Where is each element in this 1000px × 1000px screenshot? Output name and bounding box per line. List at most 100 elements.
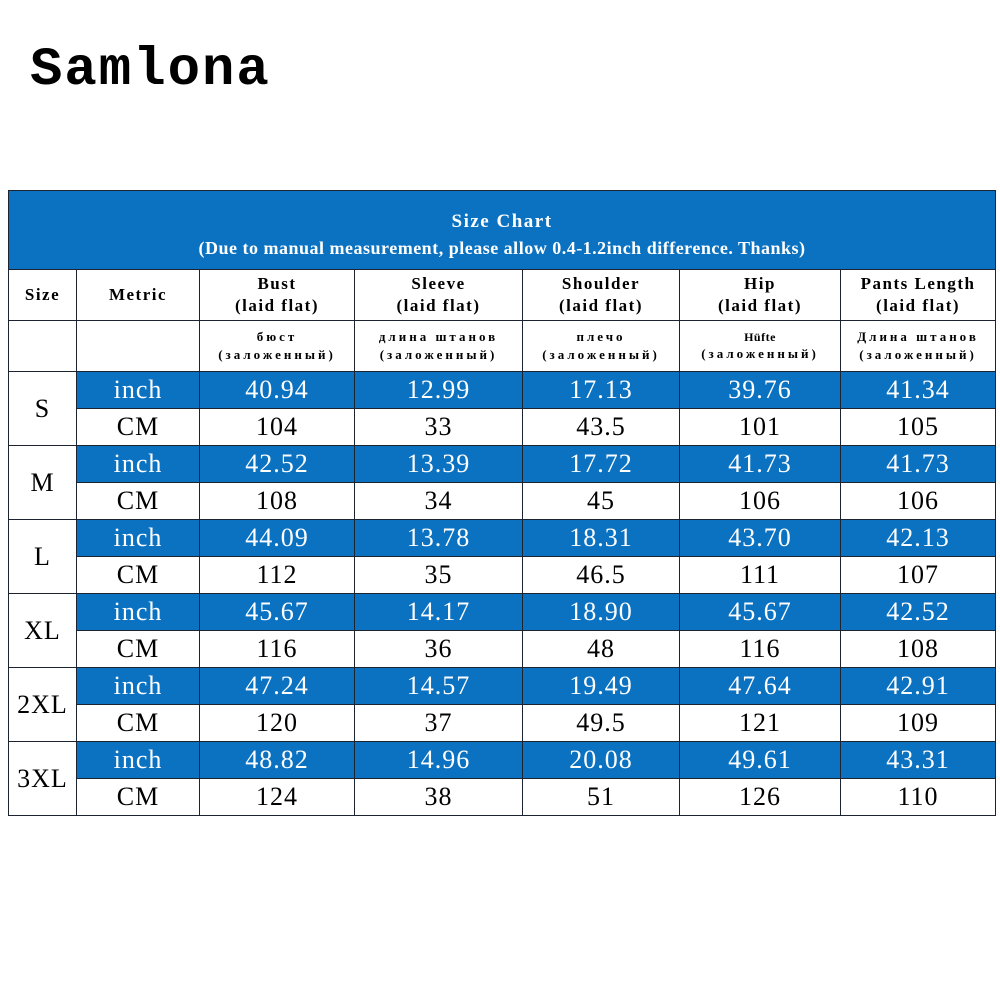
table-cell: 116 <box>679 630 841 668</box>
table-cell: 108 <box>199 482 355 520</box>
table-cell: 12.99 <box>354 371 523 409</box>
size-label: M <box>8 445 77 520</box>
col-header-metric: Metric <box>76 269 200 321</box>
table-cell: 37 <box>354 704 523 742</box>
col-title: Shoulder <box>561 273 641 293</box>
row-2xl-inch: 2XL inch 47.24 14.57 19.49 47.64 42.91 <box>8 667 997 742</box>
translation-size-empty <box>8 320 77 372</box>
size-label: XL <box>8 593 77 668</box>
table-cell: 42.91 <box>839 667 997 705</box>
table-cell: 49.5 <box>522 704 680 742</box>
col-header-pants-length: Pants Length (laid flat) <box>839 269 997 321</box>
unit-label: CM <box>76 778 200 816</box>
table-cell: 20.08 <box>522 741 680 779</box>
col-header-sleeve: Sleeve (laid flat) <box>354 269 523 321</box>
table-cell: 107 <box>839 556 997 594</box>
table-cell: 51 <box>522 778 680 816</box>
row-xl-cm: CM 116 36 48 116 108 <box>9 630 997 668</box>
size-label: L <box>8 519 77 594</box>
ru-line2: (заложенный) <box>379 347 498 362</box>
unit-label: inch <box>76 519 200 557</box>
table-cell: 14.96 <box>354 741 523 779</box>
table-cell: 47.24 <box>199 667 355 705</box>
table-cell: 105 <box>839 408 997 446</box>
table-cell: 38 <box>354 778 523 816</box>
banner-title: Size Chart <box>451 211 553 232</box>
table-cell: 106 <box>679 482 841 520</box>
col-subtitle: (laid flat) <box>558 296 644 315</box>
table-cell: 40.94 <box>199 371 355 409</box>
table-cell: 42.52 <box>199 445 355 483</box>
table-cell: 112 <box>199 556 355 594</box>
col-subtitle: (laid flat) <box>717 296 803 315</box>
table-cell: 18.31 <box>522 519 680 557</box>
col-subtitle: (laid flat) <box>876 296 961 315</box>
ru-line1: длина штанов <box>378 328 499 344</box>
table-cell: 43.31 <box>839 741 997 779</box>
header-row: Size Metric Bust (laid flat) Sleeve (laid … <box>8 269 997 321</box>
table-cell: 49.61 <box>679 741 841 779</box>
banner-row: Size Chart (Due to manual measurement, p… <box>7 190 997 270</box>
table-cell: 48.82 <box>199 741 355 779</box>
table-cell: 101 <box>679 408 841 446</box>
table-cell: 14.17 <box>354 593 523 631</box>
table-cell: 13.78 <box>354 519 523 557</box>
translation-pants-length: Длина штанов (заложенный) <box>839 320 997 372</box>
col-title: Metric <box>108 284 168 304</box>
brand-logo: Samlona <box>30 40 271 101</box>
size-label: S <box>8 371 77 446</box>
table-cell: 120 <box>199 704 355 742</box>
col-subtitle: (laid flat) <box>234 296 320 315</box>
row-xl-inch: XL inch 45.67 14.17 18.90 45.67 42.52 <box>8 593 997 668</box>
unit-label: CM <box>76 482 200 520</box>
row-2xl-cm: CM 120 37 49.5 121 109 <box>9 704 997 742</box>
row-3xl-inch: 3XL inch 48.82 14.96 20.08 49.61 43.31 <box>8 741 997 816</box>
table-cell: 46.5 <box>522 556 680 594</box>
col-title: Pants Length <box>860 273 976 293</box>
col-title: Hip <box>744 273 776 293</box>
unit-label: CM <box>76 704 200 742</box>
size-label: 3XL <box>8 741 77 816</box>
row-s-inch: S inch 40.94 12.99 17.13 39.76 41.34 <box>8 371 997 446</box>
row-3xl-cm: CM 124 38 51 126 110 <box>9 778 997 816</box>
table-cell: 121 <box>679 704 841 742</box>
table-cell: 44.09 <box>199 519 355 557</box>
table-cell: 13.39 <box>354 445 523 483</box>
col-title: Bust <box>257 273 297 293</box>
ru-line1: Длина штанов <box>857 328 979 344</box>
translation-sleeve: длина штанов (заложенный) <box>354 320 523 372</box>
translation-hip: Hüfte (заложенный) <box>679 320 841 372</box>
row-l-cm: CM 112 35 46.5 111 107 <box>9 556 997 594</box>
table-cell: 41.34 <box>839 371 997 409</box>
table-cell: 106 <box>839 482 997 520</box>
table-cell: 45.67 <box>199 593 355 631</box>
table-cell: 109 <box>839 704 997 742</box>
table-cell: 111 <box>679 556 841 594</box>
table-cell: 45.67 <box>679 593 841 631</box>
unit-label: inch <box>76 445 200 483</box>
row-m-inch: M inch 42.52 13.39 17.72 41.73 41.73 <box>8 445 997 520</box>
table-cell: 17.13 <box>522 371 680 409</box>
table-cell: 126 <box>679 778 841 816</box>
table-cell: 42.13 <box>839 519 997 557</box>
col-header-size: Size <box>8 269 77 321</box>
col-header-shoulder: Shoulder (laid flat) <box>522 269 680 321</box>
size-label: 2XL <box>8 667 77 742</box>
unit-label: inch <box>76 741 200 779</box>
table-cell: 18.90 <box>522 593 680 631</box>
col-title: Size <box>24 284 61 304</box>
col-header-bust: Bust (laid flat) <box>199 269 355 321</box>
table-cell: 124 <box>199 778 355 816</box>
translation-metric-empty <box>76 320 200 372</box>
table-cell: 39.76 <box>679 371 841 409</box>
table-cell: 19.49 <box>522 667 680 705</box>
translation-bust: бюст (заложенный) <box>199 320 355 372</box>
unit-label: CM <box>76 408 200 446</box>
table-cell: 41.73 <box>839 445 997 483</box>
ru-line2: (заложенный) <box>218 347 336 362</box>
table-cell: 17.72 <box>522 445 680 483</box>
table-cell: 43.5 <box>522 408 680 446</box>
ru-line2: (заложенный) <box>859 347 977 362</box>
table-cell: 36 <box>354 630 523 668</box>
